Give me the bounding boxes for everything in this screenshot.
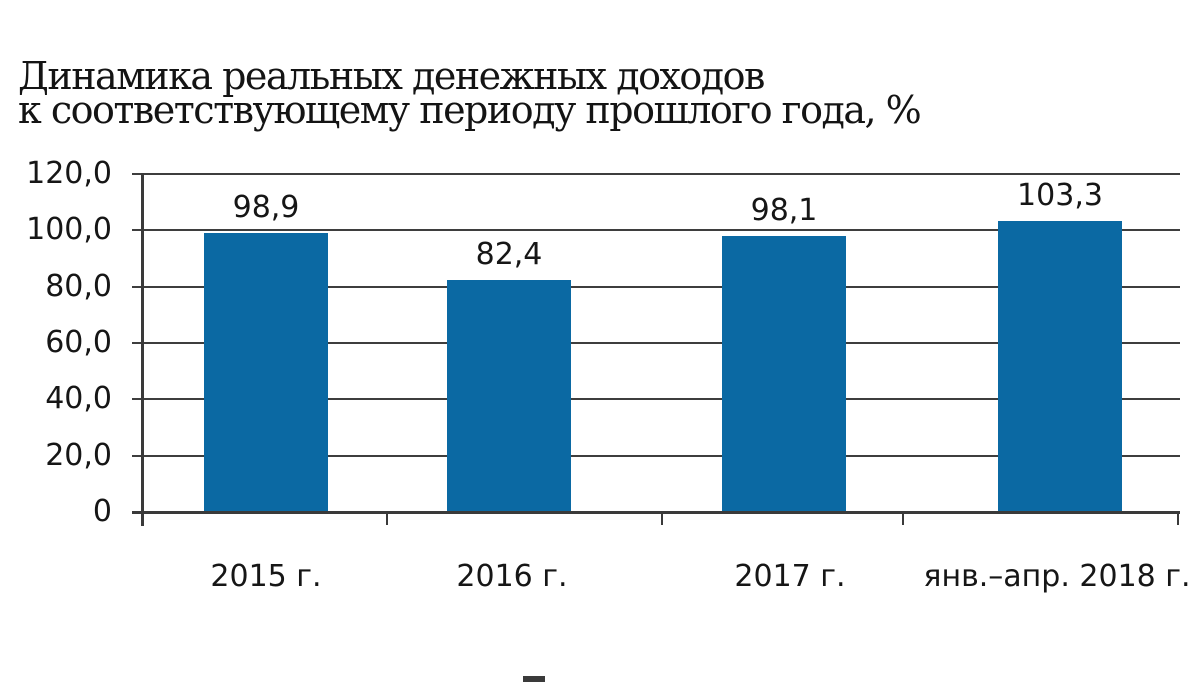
- x-axis-label-янв.–апр. 2018 г.: янв.–апр. 2018 г.: [923, 559, 1191, 594]
- gridline-60,0: [132, 342, 1180, 344]
- y-tick-label-20,0: 20,0: [45, 437, 112, 473]
- x-axis-label-2016 г.: 2016 г.: [456, 559, 568, 594]
- y-tick-label-120,0: 120,0: [26, 155, 112, 191]
- bar-value-label-2015 г.: 98,9: [232, 190, 300, 225]
- bar-2015 г.: [204, 233, 328, 512]
- chart-title-line-1: Динамика реальных денежных доходов: [18, 54, 765, 98]
- bar-янв.–апр. 2018 г.: [998, 221, 1122, 512]
- bar-value-label-2017 г.: 98,1: [750, 193, 818, 228]
- y-tick-label-100,0: 100,0: [26, 212, 112, 248]
- y-axis-tick-labels: 120,0 100,0 80,0 60,0 40,0 20,0 0: [0, 156, 112, 529]
- x-axis-label-2015 г.: 2015 г.: [210, 559, 322, 594]
- x-axis-tick-1: [386, 512, 388, 525]
- x-axis-tick-4: [1177, 512, 1179, 525]
- plot-area: 98,9 82,4 98,1 103,3: [132, 173, 1180, 526]
- gridline-20,0: [132, 454, 1180, 457]
- bar-value-label-2016 г.: 82,4: [475, 237, 543, 272]
- gridline-40,0: [132, 398, 1180, 401]
- bar-2017 г.: [722, 236, 846, 512]
- x-axis-category-labels: 2015 г. 2016 г. 2017 г. янв.–апр. 2018 г.: [0, 558, 1200, 598]
- y-tick-label-40,0: 40,0: [45, 381, 112, 417]
- x-axis-line: [132, 511, 1180, 514]
- x-axis-label-2017 г.: 2017 г.: [734, 559, 846, 594]
- bar-value-label-янв.–апр. 2018 г.: 103,3: [1017, 178, 1103, 213]
- bar-2016 г.: [447, 280, 571, 512]
- chart-title-line-2: к соответствующему периоду прошлого года…: [18, 88, 922, 132]
- gridline-100,0: [132, 229, 1180, 232]
- y-tick-label-60,0: 60,0: [45, 324, 112, 360]
- y-tick-label-80,0: 80,0: [45, 268, 112, 304]
- legend-swatch-cutoff: [523, 676, 545, 682]
- gridline-120,0: [132, 173, 1180, 175]
- y-tick-label-0: 0: [92, 493, 112, 529]
- gridline-80,0: [132, 285, 1180, 288]
- chart-title: Динамика реальных денежных доходов к соот…: [18, 57, 922, 129]
- y-axis-line: [141, 173, 144, 526]
- x-axis-tick-3: [902, 512, 904, 525]
- x-axis-tick-2: [661, 512, 663, 525]
